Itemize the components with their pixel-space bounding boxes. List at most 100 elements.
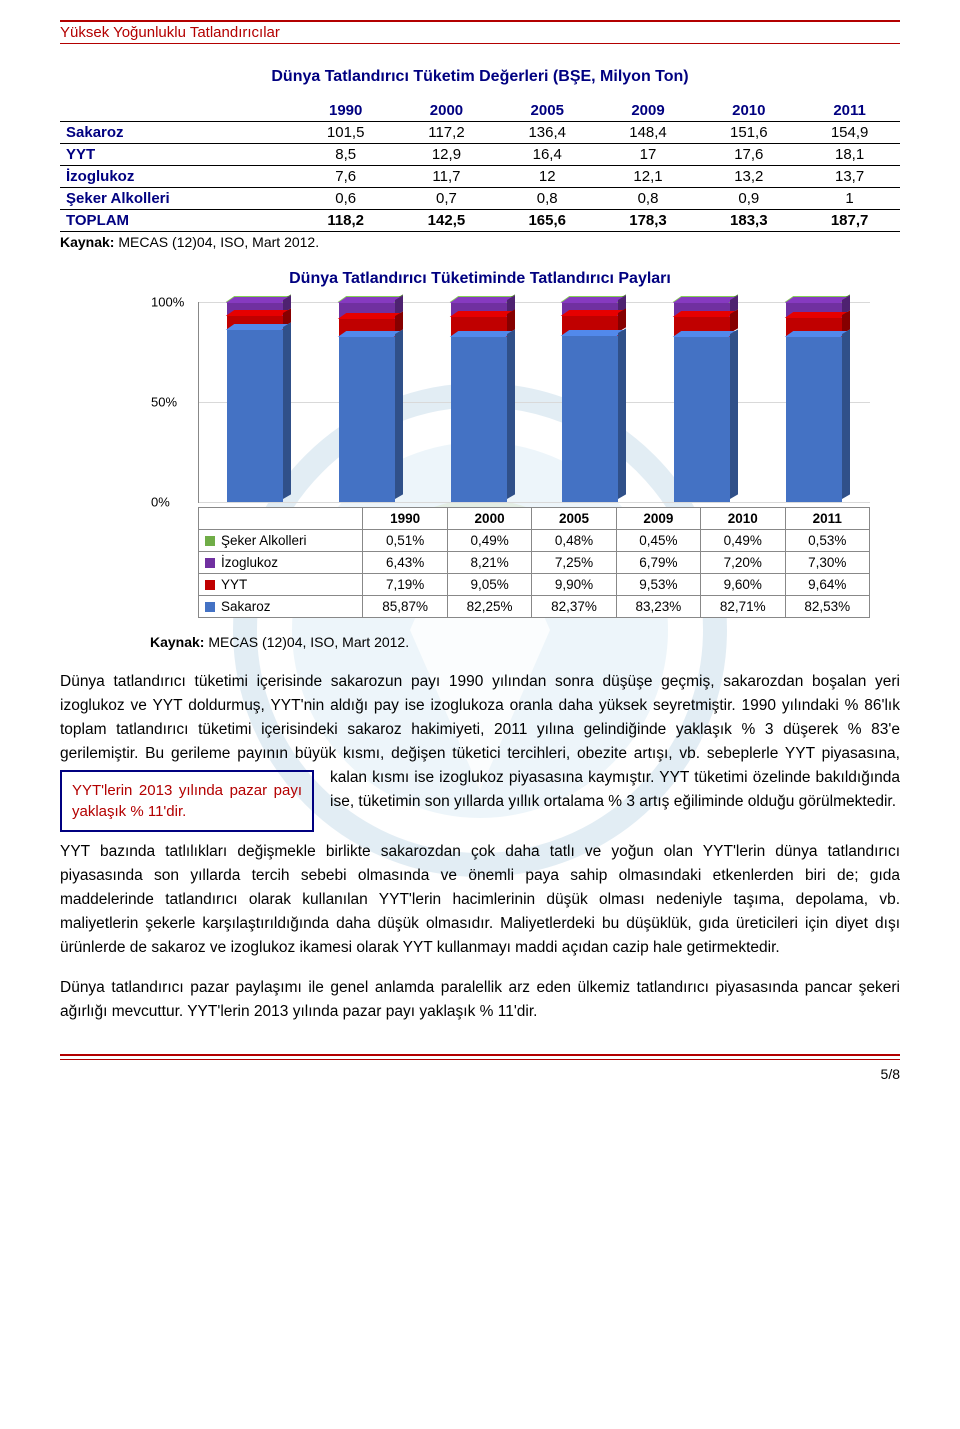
legend-value: 0,49% [447,530,531,552]
legend-value: 0,45% [616,530,700,552]
chart-title: Dünya Tatlandırıcı Tüketiminde Tatlandır… [60,270,900,288]
chart-plot-area: 0%50%100% [198,302,870,503]
cell: 0,9 [698,188,799,210]
cell: 13,2 [698,166,799,188]
bar-segment [339,337,395,502]
legend-value: 7,19% [363,574,447,596]
cell: 178,3 [598,210,699,232]
callout-box: YYT'lerin 2013 yılında pazar payı yaklaş… [60,770,314,832]
legend-value: 82,37% [532,596,616,618]
table-row: Şeker Alkolleri0,60,70,80,80,91 [60,188,900,210]
legend-year: 2009 [616,508,700,530]
chart-legend-table: 199020002005200920102011Şeker Alkolleri0… [198,507,870,618]
legend-value: 83,23% [616,596,700,618]
y-axis-label: 100% [151,295,184,310]
bar [674,302,730,502]
cell: 0,8 [497,188,598,210]
row-label: Sakaroz [60,122,295,144]
bar-segment [786,337,842,502]
page-header: Yüksek Yoğunluklu Tatlandırıcılar [60,24,900,44]
cell: 1 [799,188,900,210]
cell: 12 [497,166,598,188]
cell: 0,6 [295,188,396,210]
bar [227,302,283,502]
consumption-table: 199020002005200920102011 Sakaroz101,5117… [60,100,900,232]
header-rule [60,20,900,22]
cell: 118,2 [295,210,396,232]
table-header: 2000 [396,100,497,122]
cell: 151,6 [698,122,799,144]
legend-series-name: Sakaroz [199,596,363,618]
cell: 17 [598,144,699,166]
source-label: Kaynak: [60,234,114,250]
legend-value: 7,25% [532,552,616,574]
legend-value: 0,51% [363,530,447,552]
cell: 0,7 [396,188,497,210]
table-header: 2005 [497,100,598,122]
cell: 165,6 [497,210,598,232]
bar [339,302,395,502]
legend-year: 2010 [701,508,785,530]
row-label: TOPLAM [60,210,295,232]
legend-row: YYT7,19%9,05%9,90%9,53%9,60%9,64% [199,574,870,596]
bar [786,302,842,502]
legend-value: 0,48% [532,530,616,552]
legend-year: 2005 [532,508,616,530]
footer-rule [60,1054,900,1060]
table-row: Sakaroz101,5117,2136,4148,4151,6154,9 [60,122,900,144]
cell: 12,1 [598,166,699,188]
legend-value: 0,53% [785,530,870,552]
cell: 8,5 [295,144,396,166]
legend-value: 9,64% [785,574,870,596]
legend-year: 2011 [785,508,870,530]
legend-value: 82,53% [785,596,870,618]
legend-year: 1990 [363,508,447,530]
source-label: Kaynak: [150,634,204,650]
legend-value: 9,60% [701,574,785,596]
cell: 13,7 [799,166,900,188]
row-label: YYT [60,144,295,166]
y-axis-label: 50% [151,395,177,410]
paragraph-3: Dünya tatlandırıcı pazar paylaşımı ile g… [60,976,900,1024]
row-label: Şeker Alkolleri [60,188,295,210]
table-header [60,100,295,122]
table-header: 2010 [698,100,799,122]
cell: 117,2 [396,122,497,144]
cell: 0,8 [598,188,699,210]
legend-row: Sakaroz85,87%82,25%82,37%83,23%82,71%82,… [199,596,870,618]
table-header: 2009 [598,100,699,122]
bar [451,302,507,502]
share-chart: 0%50%100% 199020002005200920102011Şeker … [150,302,870,618]
legend-value: 85,87% [363,596,447,618]
y-axis-label: 0% [151,495,170,510]
legend-swatch [205,580,215,590]
legend-value: 7,20% [701,552,785,574]
table-header: 2011 [799,100,900,122]
legend-value: 6,79% [616,552,700,574]
cell: 154,9 [799,122,900,144]
legend-value: 82,25% [447,596,531,618]
legend-row: Şeker Alkolleri0,51%0,49%0,48%0,45%0,49%… [199,530,870,552]
cell: 183,3 [698,210,799,232]
legend-value: 6,43% [363,552,447,574]
chart-source: Kaynak: MECAS (12)04, ISO, Mart 2012. [150,634,900,650]
source-text: MECAS (12)04, ISO, Mart 2012. [114,234,319,250]
row-label: İzoglukoz [60,166,295,188]
table-header: 1990 [295,100,396,122]
cell: 187,7 [799,210,900,232]
cell: 136,4 [497,122,598,144]
cell: 16,4 [497,144,598,166]
legend-year: 2000 [447,508,531,530]
legend-value: 7,30% [785,552,870,574]
bar [562,302,618,502]
table1-source: Kaynak: MECAS (12)04, ISO, Mart 2012. [60,234,900,250]
table-row: YYT8,512,916,41717,618,1 [60,144,900,166]
legend-value: 9,90% [532,574,616,596]
cell: 148,4 [598,122,699,144]
cell: 17,6 [698,144,799,166]
paragraph-1: Dünya tatlandırıcı tüketimi içerisinde s… [60,670,900,814]
cell: 101,5 [295,122,396,144]
bar-segment [674,337,730,502]
page-number: 5/8 [60,1066,900,1082]
legend-swatch [205,536,215,546]
